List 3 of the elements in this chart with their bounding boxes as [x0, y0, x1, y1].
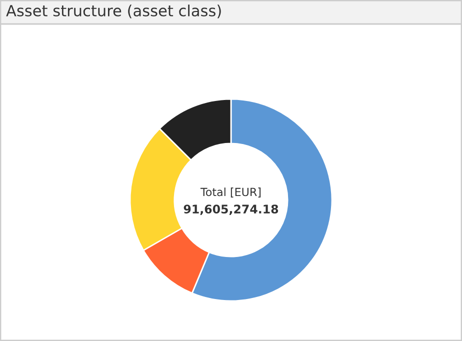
text: 91,605,274.18	[184, 204, 278, 216]
chart-title: Asset structure (asset class)	[6, 4, 221, 18]
text: Total [EUR]	[200, 188, 261, 198]
